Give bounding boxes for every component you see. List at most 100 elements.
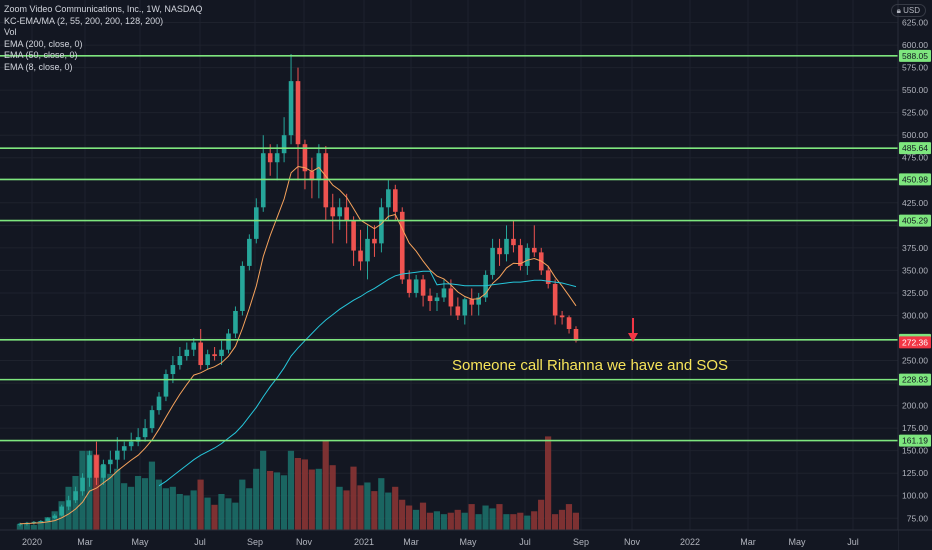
volume-bar: [551, 514, 559, 530]
candle-body: [330, 207, 336, 217]
candle-body: [344, 207, 349, 221]
volume-bar: [475, 514, 482, 530]
candle-body: [233, 310, 238, 334]
candle-body: [323, 153, 329, 208]
candle-body: [399, 211, 405, 280]
candle-body: [476, 297, 481, 305]
volume-bar: [267, 470, 274, 530]
candle-body: [337, 207, 342, 217]
price-tick-label: 625.00: [902, 18, 928, 28]
candle-body: [490, 247, 495, 275]
volume-bar: [44, 517, 51, 530]
volume-bar: [23, 523, 30, 530]
volume-bar: [225, 498, 232, 530]
volume-bar: [343, 490, 350, 530]
volume-bar: [37, 521, 44, 530]
candle-body: [59, 506, 64, 516]
volume-bar: [121, 483, 128, 530]
price-axis-bg: [898, 0, 932, 550]
candle-body: [219, 349, 224, 357]
volume-bar: [426, 512, 434, 530]
price-tick-label: 575.00: [902, 63, 928, 73]
chart-legend: Zoom Video Communications, Inc., 1W, NAS…: [4, 4, 202, 73]
current-price-label: 272.36: [902, 337, 928, 347]
price-tick-label: 250.00: [902, 356, 928, 366]
time-tick-label: Jul: [194, 537, 206, 547]
candle-body: [511, 238, 516, 246]
ema-50-line: [158, 270, 577, 487]
indicator-ema-200[interactable]: EMA (200, close, 0): [4, 38, 83, 49]
volume-bar: [350, 466, 357, 530]
indicator-ema-8[interactable]: EMA (8, close, 0): [4, 61, 73, 72]
volume-bar: [440, 514, 447, 530]
candle-body: [247, 238, 252, 266]
indicator-ema-50[interactable]: EMA (50, close, 0): [4, 50, 78, 60]
price-tick-label: 75.00: [907, 513, 929, 523]
volume-bar: [239, 479, 246, 530]
candle-body: [406, 279, 412, 293]
lock-icon: 🔒︎: [896, 6, 901, 15]
candle-body: [101, 464, 106, 478]
volume-bar: [322, 440, 329, 530]
indicator-kc-ema[interactable]: KC-EMA/MA (2, 55, 200, 200, 128, 200): [4, 15, 164, 26]
time-tick-label: May: [788, 537, 806, 547]
volume-bar: [72, 476, 79, 530]
level-price-tag: [899, 434, 931, 447]
time-tick-label: Sep: [573, 537, 589, 547]
candle-body: [254, 207, 259, 239]
candle-body: [532, 247, 537, 253]
volume-bar: [204, 497, 211, 530]
volume-bar: [538, 499, 545, 530]
price-tick-label: 175.00: [902, 423, 928, 433]
volume-bar: [371, 491, 378, 530]
volume-bar: [260, 450, 267, 530]
level-price-label: 228.83: [902, 375, 928, 385]
volume-bar: [155, 479, 162, 530]
volume-bar: [572, 512, 579, 530]
candle-body: [309, 171, 315, 181]
volume-bar: [114, 468, 121, 530]
volume-bar: [461, 512, 468, 530]
candle-body: [45, 518, 51, 521]
candle-body: [115, 450, 120, 460]
candle-body: [135, 437, 141, 442]
time-tick-label: May: [459, 537, 477, 547]
candle-body: [17, 523, 23, 525]
volume-bar: [315, 468, 322, 530]
volume-bar: [399, 499, 406, 530]
volume-bar: [273, 472, 281, 530]
chart-annotation: Someone call Rihanna we have and SOS: [452, 357, 729, 374]
price-tick-label: 325.00: [902, 288, 928, 298]
candle-body: [302, 144, 308, 172]
time-tick-label: Sep: [247, 537, 263, 547]
volume-bar: [308, 469, 315, 530]
candle-body: [31, 521, 37, 523]
volume-bar: [531, 511, 538, 530]
volume-bar: [364, 482, 371, 530]
volume-bar: [482, 505, 489, 530]
volume-bar: [565, 504, 573, 530]
level-price-label: 405.29: [902, 216, 928, 226]
volume-bar: [545, 436, 552, 530]
price-tick-label: 425.00: [902, 198, 928, 208]
candle-body: [545, 270, 551, 284]
currency-selector[interactable]: 🔒︎ USD: [890, 4, 926, 17]
time-tick-label: May: [131, 537, 149, 547]
level-price-label: 485.64: [902, 143, 928, 153]
candle-body: [573, 328, 579, 341]
time-tick-label: 2021: [354, 537, 374, 547]
candle-body: [240, 265, 245, 311]
time-tick-label: Mar: [740, 537, 756, 547]
symbol-title: Zoom Video Communications, Inc., 1W, NAS…: [4, 4, 203, 14]
down-arrow-icon: [628, 318, 638, 342]
candle-body: [156, 396, 162, 411]
candle-body: [504, 238, 509, 255]
volume-bar: [517, 512, 524, 530]
candle-body: [288, 81, 294, 136]
volume-bar: [294, 458, 301, 530]
volume-bar: [503, 514, 510, 530]
candle-body: [52, 515, 58, 519]
candle-body: [393, 189, 398, 212]
indicator-volume[interactable]: Vol: [4, 27, 17, 37]
